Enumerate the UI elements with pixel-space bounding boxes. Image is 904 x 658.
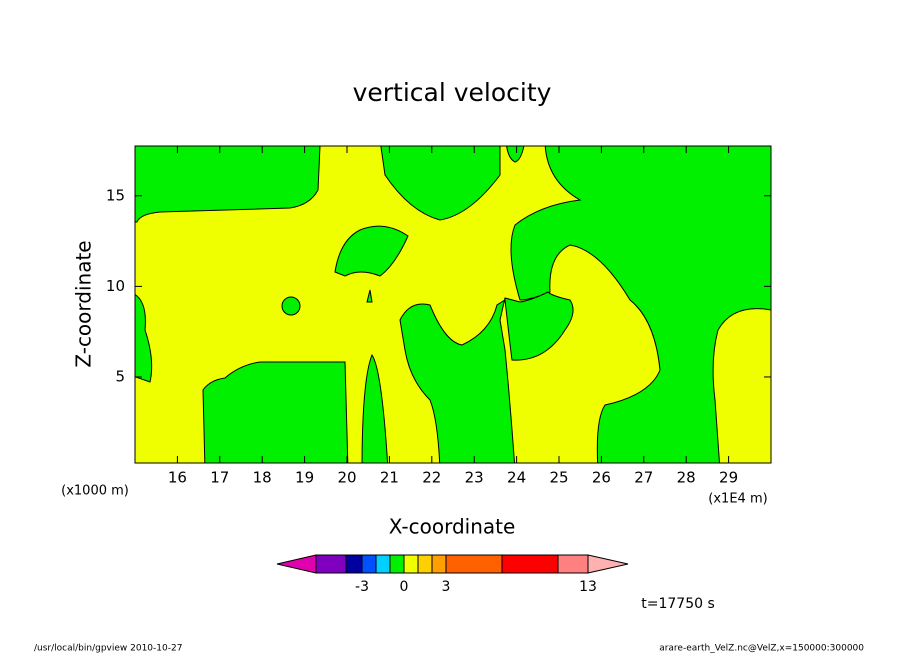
x-tick-label: 16 xyxy=(168,469,187,487)
footer-left: /usr/local/bin/gpview 2010-10-27 xyxy=(34,644,182,654)
time-label: t=17750 s xyxy=(641,596,715,612)
colorbar-arrow xyxy=(587,554,629,574)
colorbar-tick-label: 3 xyxy=(442,579,451,595)
x-tick-label: 25 xyxy=(549,469,568,487)
colorbar-box xyxy=(389,554,405,574)
colorbar-tick-label: 13 xyxy=(579,579,597,595)
contour-region xyxy=(380,146,501,221)
colorbar-box xyxy=(315,554,347,574)
x-tick-label: 20 xyxy=(337,469,356,487)
colorbar-box xyxy=(403,554,419,574)
colorbar-tick-label: 0 xyxy=(400,579,409,595)
colorbar-box xyxy=(557,554,589,574)
contour-region xyxy=(506,146,525,163)
colorbar-box xyxy=(431,554,447,574)
colorbar-box xyxy=(375,554,391,574)
x-tick-label: 22 xyxy=(422,469,441,487)
contour-region xyxy=(135,293,153,383)
x-axis-label: X-coordinate xyxy=(389,515,516,539)
y-unit-label: (x1000 m) xyxy=(61,484,129,499)
x-tick-label: 19 xyxy=(295,469,314,487)
contour-region xyxy=(361,353,389,463)
x-tick-label: 18 xyxy=(253,469,272,487)
colorbar-box xyxy=(345,554,363,574)
x-tick-label: 24 xyxy=(507,469,526,487)
x-tick-label: 21 xyxy=(380,469,399,487)
colorbar-box xyxy=(417,554,433,574)
contour-field xyxy=(135,146,771,463)
colorbar-box xyxy=(501,554,559,574)
colorbar-tick-label: -3 xyxy=(355,579,369,595)
x-tick-label: 17 xyxy=(210,469,229,487)
y-tick-label: 5 xyxy=(115,367,125,385)
colorbar-box xyxy=(361,554,377,574)
plot-frame xyxy=(134,145,772,464)
x-tick-label: 23 xyxy=(465,469,484,487)
colorbar-box xyxy=(445,554,503,574)
y-tick-label: 10 xyxy=(106,277,125,295)
x-unit-label: (x1E4 m) xyxy=(708,492,767,507)
contour-region xyxy=(366,289,373,303)
x-tick-label: 26 xyxy=(592,469,611,487)
contour-region xyxy=(202,361,349,463)
x-tick-label: 28 xyxy=(677,469,696,487)
y-tick-label: 15 xyxy=(106,186,125,204)
footer-right: arare-earth_VelZ.nc@VelZ,x=150000:300000 xyxy=(659,644,864,654)
contour-region xyxy=(281,296,301,316)
colorbar-arrow xyxy=(276,554,317,574)
x-tick-label: 29 xyxy=(719,469,738,487)
contour-region xyxy=(510,146,771,463)
contour-region xyxy=(135,146,321,223)
chart-title: vertical velocity xyxy=(353,78,552,107)
contour-region xyxy=(399,291,574,463)
x-tick-label: 27 xyxy=(634,469,653,487)
y-axis-label: Z-coordinate xyxy=(72,240,96,367)
contour-region xyxy=(334,225,409,277)
